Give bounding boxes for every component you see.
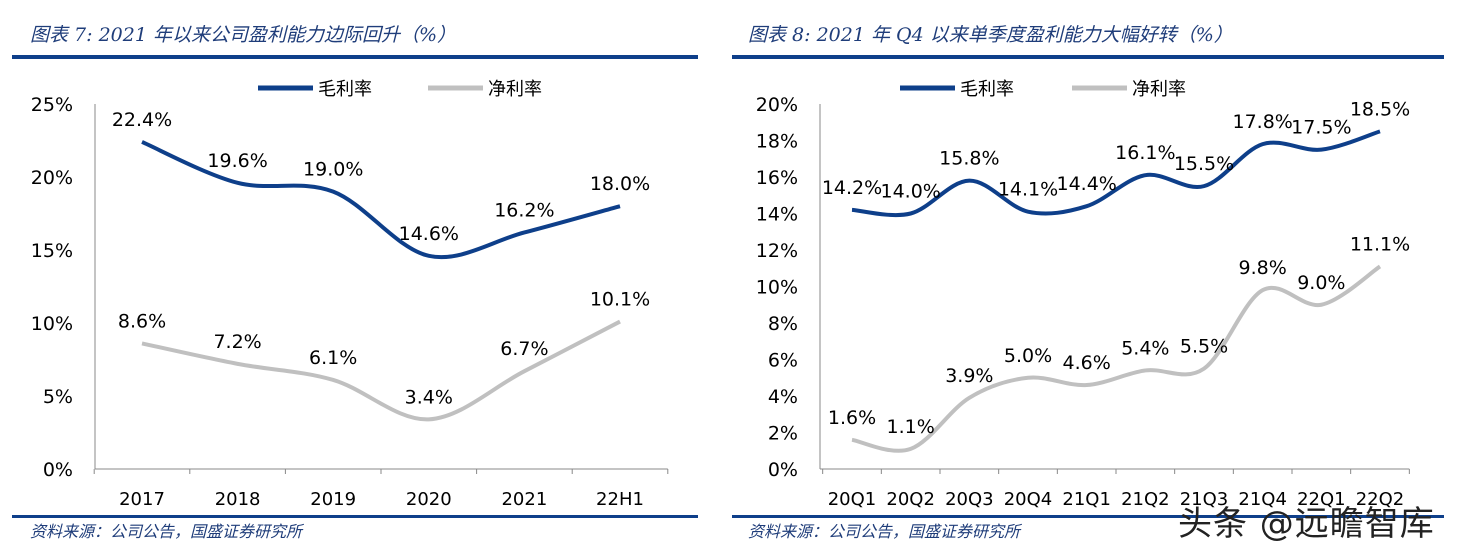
chart-2-y-tick: 12% bbox=[756, 240, 798, 262]
chart-2-data-label: 14.0% bbox=[880, 181, 940, 203]
chart-2-x-tick: 20Q2 bbox=[886, 489, 935, 510]
chart-1-y-tick: 20% bbox=[31, 167, 73, 189]
chart-2-y-tick: 8% bbox=[768, 313, 798, 335]
chart-2-x-tick: 21Q2 bbox=[1121, 489, 1170, 510]
chart-1-legend-label-0: 毛利率 bbox=[318, 79, 372, 100]
chart-1-data-label: 8.6% bbox=[118, 310, 166, 332]
chart-1-series-line-1 bbox=[141, 319, 621, 422]
chart-2-source: 资料来源：公司公告，国盛证券研究所 bbox=[748, 522, 1021, 541]
chart-2-y-tick: 18% bbox=[756, 131, 798, 153]
chart-2-data-label: 9.0% bbox=[1297, 272, 1345, 294]
chart-2-y-tick: 14% bbox=[756, 204, 798, 226]
chart-2-data-label: 11.1% bbox=[1350, 233, 1410, 255]
chart-1-x-tick: 2018 bbox=[215, 489, 261, 510]
chart-1-data-label: 18.0% bbox=[590, 173, 650, 195]
chart-2-series-line-1 bbox=[851, 264, 1382, 453]
chart-2-y-tick: 2% bbox=[768, 423, 798, 445]
chart-2-legend-label-1: 净利率 bbox=[1132, 79, 1186, 100]
chart-2-x-tick: 21Q4 bbox=[1238, 489, 1287, 510]
chart-1-data-label: 10.1% bbox=[590, 289, 650, 311]
chart-1-title: 图表 7: 2021 年以来公司盈利能力边际回升（%） bbox=[30, 24, 457, 46]
chart-2-data-label: 5.0% bbox=[1004, 345, 1052, 367]
chart-2-data-label: 1.1% bbox=[887, 416, 935, 438]
chart-2-legend-label-0: 毛利率 bbox=[960, 79, 1014, 100]
chart-2-data-label: 17.5% bbox=[1291, 117, 1351, 139]
chart-2-data-label: 17.8% bbox=[1232, 111, 1292, 133]
chart-1-data-label: 14.6% bbox=[399, 223, 459, 245]
chart-1-data-label: 6.7% bbox=[500, 338, 548, 360]
chart-1-data-label: 22.4% bbox=[112, 109, 172, 131]
chart-1-x-tick: 2019 bbox=[310, 489, 356, 510]
chart-2-bottom-rule bbox=[732, 515, 1444, 518]
chart-1-y-tick: 10% bbox=[31, 313, 73, 335]
chart-2-data-label: 5.5% bbox=[1180, 336, 1228, 358]
chart-2-data-label: 1.6% bbox=[828, 407, 876, 429]
chart-2-data-label: 18.5% bbox=[1350, 98, 1410, 120]
chart-1-data-label: 7.2% bbox=[213, 331, 261, 353]
chart-2-x-tick: 22Q1 bbox=[1297, 489, 1346, 510]
chart-1-data-label: 16.2% bbox=[494, 199, 554, 221]
chart-2-x-tick: 22Q2 bbox=[1356, 489, 1405, 510]
chart-2-x-tick: 21Q1 bbox=[1062, 489, 1111, 510]
chart-1-legend-label-1: 净利率 bbox=[488, 79, 542, 100]
chart-1-x-tick: 2021 bbox=[501, 489, 547, 510]
chart-1-y-tick: 0% bbox=[43, 459, 73, 481]
chart-1-x-tick: 22H1 bbox=[596, 489, 644, 510]
chart-2-data-label: 4.6% bbox=[1063, 352, 1111, 374]
chart-2-x-tick: 21Q3 bbox=[1180, 489, 1229, 510]
chart-1-data-label: 3.4% bbox=[405, 386, 453, 408]
chart-2-y-tick: 4% bbox=[768, 386, 798, 408]
watermark: 头条 @远瞻智库 bbox=[1178, 504, 1435, 544]
chart-2-data-label: 9.8% bbox=[1239, 257, 1287, 279]
chart-2-data-label: 14.4% bbox=[1056, 173, 1116, 195]
chart-2-data-label: 16.1% bbox=[1115, 142, 1175, 164]
chart-1-top-rule bbox=[12, 55, 698, 59]
chart-2-y-tick: 16% bbox=[756, 167, 798, 189]
chart-1-x-tick: 2017 bbox=[119, 489, 165, 510]
chart-1-data-label: 19.6% bbox=[207, 150, 267, 172]
chart-2-x-tick: 20Q4 bbox=[1004, 489, 1053, 510]
chart-2-data-label: 14.1% bbox=[998, 179, 1058, 201]
chart-2-y-tick: 6% bbox=[768, 350, 798, 372]
chart-1-x-tick: 2020 bbox=[406, 489, 452, 510]
chart-2-series-line-0 bbox=[851, 129, 1381, 218]
chart-2-data-label: 15.8% bbox=[939, 148, 999, 170]
chart-2-y-tick: 20% bbox=[756, 94, 798, 116]
chart-2-data-label: 15.5% bbox=[1174, 153, 1234, 175]
chart-2-title: 图表 8: 2021 年 Q4 以来单季度盈利能力大幅好转（%） bbox=[748, 24, 1233, 46]
chart-1-series-line-0 bbox=[141, 140, 621, 260]
chart-2-y-tick: 0% bbox=[768, 459, 798, 481]
chart-1-y-tick: 25% bbox=[31, 94, 73, 116]
chart-1-y-tick: 5% bbox=[43, 386, 73, 408]
chart-2-data-label: 3.9% bbox=[945, 365, 993, 387]
chart-1-bottom-rule bbox=[12, 515, 698, 518]
chart-1-source: 资料来源：公司公告，国盛证券研究所 bbox=[30, 522, 303, 541]
chart-2-y-tick: 10% bbox=[756, 277, 798, 299]
chart-1-data-label: 6.1% bbox=[309, 347, 357, 369]
chart-1-y-tick: 15% bbox=[31, 240, 73, 262]
chart-2-top-rule bbox=[732, 55, 1444, 59]
chart-1-data-label: 19.0% bbox=[303, 159, 363, 181]
chart-2-data-label: 5.4% bbox=[1121, 337, 1169, 359]
chart-2-data-label: 14.2% bbox=[822, 177, 882, 199]
chart-2-x-tick: 20Q1 bbox=[828, 489, 877, 510]
chart-2-x-tick: 20Q3 bbox=[945, 489, 994, 510]
